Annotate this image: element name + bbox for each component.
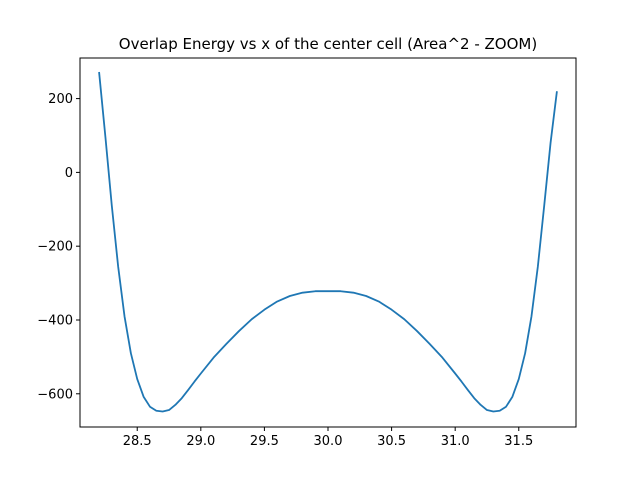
plot-area <box>79 57 577 428</box>
y-axis: 200 0 −200 −400 −600 <box>37 92 80 402</box>
x-tick-label: 29.0 <box>186 434 215 449</box>
y-tick-label: 200 <box>48 92 73 107</box>
chart-title: Overlap Energy vs x of the center cell (… <box>119 35 537 53</box>
series-line-0 <box>98 71 558 413</box>
x-tick-label: 31.0 <box>441 434 470 449</box>
y-tick-label: −400 <box>37 313 73 328</box>
x-tick-label: 28.5 <box>123 434 152 449</box>
x-tick-label: 31.5 <box>504 434 533 449</box>
x-axis: 28.5 29.0 29.5 30.0 30.5 31.0 31.5 <box>123 427 533 449</box>
x-tick-label: 30.0 <box>314 434 343 449</box>
x-tick-label: 30.5 <box>377 434 406 449</box>
x-tick-label: 29.5 <box>250 434 279 449</box>
axes-frame <box>79 57 577 428</box>
y-tick-label: −200 <box>37 240 73 255</box>
y-tick-label: 0 <box>65 166 73 181</box>
y-tick-label: −600 <box>37 387 73 402</box>
